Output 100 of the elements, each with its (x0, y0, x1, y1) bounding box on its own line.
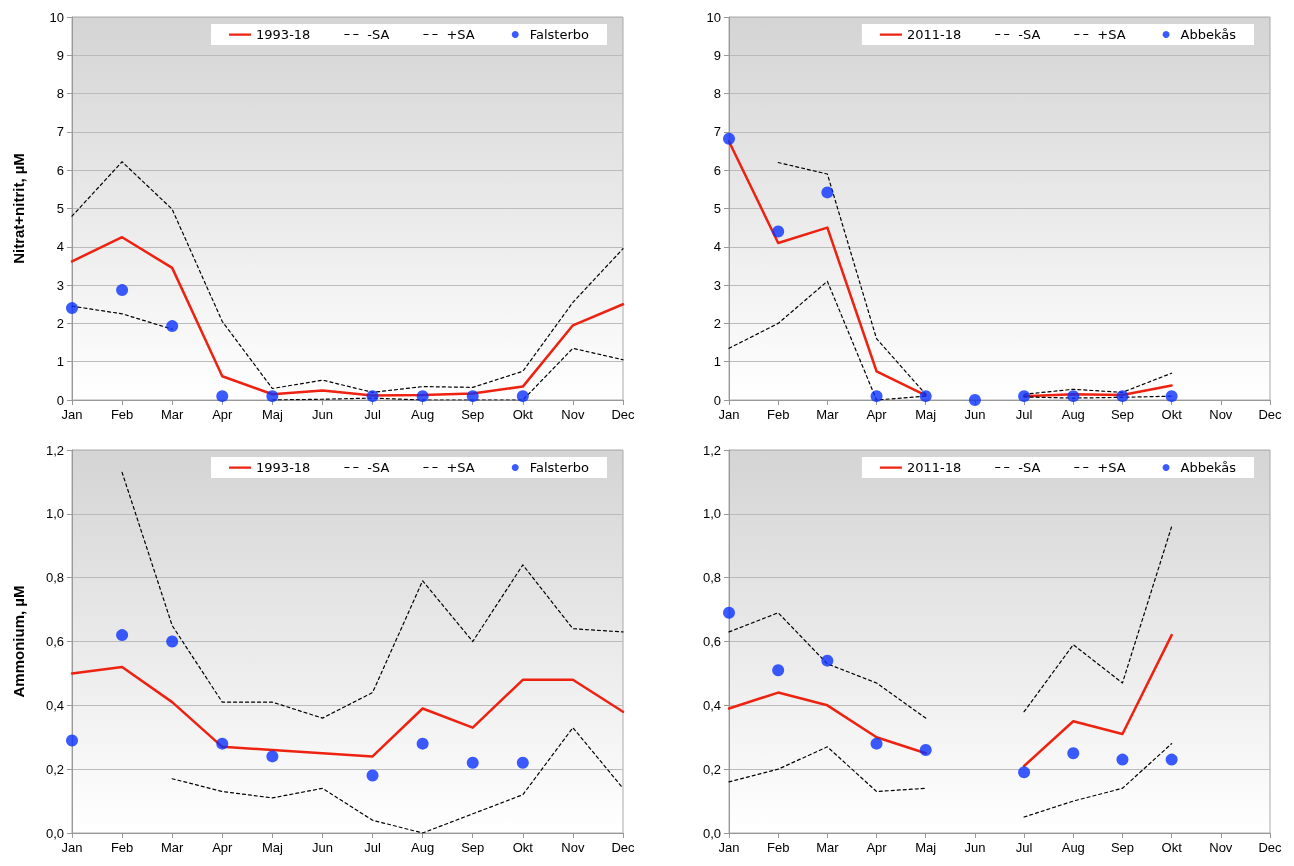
x-tick-label: Mar (160, 840, 185, 855)
x-tick-label: Okt (1161, 840, 1183, 855)
point (1018, 766, 1031, 779)
x-tick-label: Dec (611, 407, 636, 422)
x-tick-label: Jan (718, 407, 740, 422)
point (1165, 390, 1178, 403)
point (723, 606, 735, 619)
legend-label: -SA (367, 27, 390, 42)
y-tick-label: 0,0 (45, 825, 64, 841)
x-tick-label: Jan (718, 840, 740, 855)
y-tick-label: 1,2 (45, 442, 64, 458)
x-tick-label: Okt (512, 407, 534, 422)
x-tick-label: Jun (311, 407, 333, 422)
point (166, 320, 179, 333)
y-tick-label: 0,6 (702, 634, 721, 649)
point (772, 225, 785, 238)
line-series (121, 471, 624, 719)
x-tick-label: Nov (1209, 407, 1233, 422)
legend-label: +SA (1097, 460, 1126, 475)
x-tick-label: Sep (1110, 840, 1135, 855)
y-tick-label: 1,0 (702, 506, 721, 522)
point (166, 635, 179, 648)
x-tick-label: Nov (561, 407, 585, 422)
point (723, 132, 735, 145)
x-tick-label: Maj (915, 840, 937, 855)
point (1067, 747, 1080, 760)
point (516, 756, 529, 769)
y-tick-label: 0 (713, 392, 721, 408)
x-tick-label: Maj (915, 407, 937, 422)
point (66, 734, 78, 747)
x-tick-label: Mar (816, 407, 840, 422)
y-tick-label: 9 (56, 47, 64, 63)
x-tick-label: Jan (61, 840, 83, 855)
x-tick-label: Feb (766, 840, 790, 855)
legend-label: 2011-18 (906, 460, 962, 475)
y-tick-label: 1 (713, 354, 721, 370)
legend-label: 1993-18 (256, 460, 311, 475)
point (116, 629, 129, 642)
y-tick-label: 4 (713, 239, 721, 255)
point (216, 737, 229, 750)
point (66, 302, 78, 315)
legend-label: Abbekås (1180, 27, 1237, 42)
y-tick-label: 5 (56, 201, 64, 216)
y-tick-label: 1,2 (702, 442, 721, 458)
y-tick-label: 0,6 (45, 634, 64, 649)
x-tick-label: Apr (212, 407, 234, 422)
x-tick-label: Aug (1061, 840, 1085, 855)
x-tick-label: Sep (1110, 407, 1135, 422)
x-tick-label: Jul (1015, 840, 1033, 855)
point (870, 390, 883, 403)
x-tick-label: Dec (1258, 840, 1283, 855)
y-tick-label: 0,2 (702, 761, 721, 777)
point (919, 390, 932, 403)
legend-label: Abbekås (1180, 460, 1237, 475)
y-axis-title: Nitrat+nitrit, µM (10, 153, 27, 264)
x-tick-label: Okt (1161, 407, 1183, 422)
y-tick-label: 6 (713, 162, 721, 178)
point (466, 756, 479, 769)
x-tick-label: Okt (512, 840, 534, 855)
point (266, 750, 279, 763)
x-tick-label: Apr (866, 840, 888, 855)
point (821, 654, 834, 667)
x-tick-label: Jul (364, 840, 381, 855)
y-tick-label: 0,4 (45, 697, 64, 713)
x-tick-label: Feb (110, 407, 134, 422)
point (266, 390, 279, 403)
x-tick-label: Mar (816, 840, 840, 855)
x-tick-label: Dec (611, 840, 636, 855)
y-tick-label: 9 (713, 47, 721, 63)
point (919, 744, 932, 757)
point (870, 737, 883, 750)
y-tick-label: 0 (56, 392, 64, 408)
y-tick-label: 0,8 (702, 570, 721, 586)
x-tick-label: Jul (364, 407, 381, 422)
line-series (171, 727, 624, 834)
x-tick-label: Dec (1258, 407, 1283, 422)
x-tick-label: Jan (61, 407, 83, 422)
point (968, 394, 981, 406)
y-tick-label: 5 (713, 201, 721, 216)
y-tick-label: 2 (56, 315, 64, 331)
y-tick-label: 8 (56, 86, 64, 102)
legend-label: 1993-18 (256, 27, 311, 42)
legend-label: -SA (1018, 27, 1041, 42)
point (772, 664, 785, 677)
point (1018, 390, 1031, 403)
legend-label: -SA (1018, 460, 1041, 475)
y-tick-label: 0,8 (45, 570, 64, 586)
y-tick-label: 10 (49, 9, 64, 25)
x-tick-label: Maj (261, 840, 283, 855)
point (1067, 390, 1080, 403)
x-tick-label: Feb (110, 840, 134, 855)
legend-label: +SA (446, 27, 475, 42)
x-tick-label: Feb (766, 407, 790, 422)
y-tick-label: 6 (56, 162, 64, 178)
point (821, 186, 834, 199)
point (366, 769, 379, 782)
y-axis-title: Ammonium, µM (10, 585, 27, 698)
y-tick-label: 8 (713, 86, 721, 102)
point (466, 390, 479, 403)
point (516, 390, 529, 403)
